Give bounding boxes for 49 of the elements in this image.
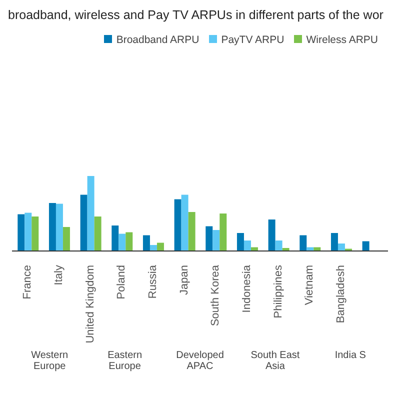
x-tick-label: Japan (178, 265, 190, 295)
text: South East Asia (250, 349, 301, 374)
bar (330, 233, 338, 251)
bar (126, 232, 133, 251)
x-tick-label: Poland (116, 265, 128, 300)
x-tick-label: Indonesia (241, 264, 253, 313)
x-tick-label: United Kingdom (84, 265, 96, 344)
x-tick-label: Italy (53, 264, 65, 286)
bar (112, 226, 119, 251)
bar (94, 216, 102, 251)
bar (174, 199, 182, 251)
bar (181, 194, 188, 251)
bar (206, 226, 213, 251)
bar (80, 194, 88, 251)
bar (362, 241, 370, 251)
bar (244, 240, 251, 251)
bar (118, 234, 126, 251)
bar (24, 212, 32, 251)
chart-title: broadband, wireless and Pay TV ARPUs in different parts of the wor (8, 8, 384, 22)
bar (338, 244, 345, 251)
bar (220, 214, 227, 251)
bar (62, 227, 70, 251)
bar (156, 242, 164, 251)
legend-label: PayTV ARPU (221, 34, 284, 46)
legend-label: Broadband ARPU (116, 34, 200, 46)
bar (188, 212, 196, 251)
x-tick-label: Vietnam (304, 265, 316, 306)
x-tick-label: Bangladesh (335, 265, 347, 324)
bar (268, 220, 276, 251)
bar (300, 235, 307, 251)
text: India S (334, 349, 367, 363)
text: Eastern Europe (106, 349, 144, 374)
bar (150, 245, 157, 251)
legend-label: Wireless ARPU (306, 34, 378, 46)
bar (236, 233, 244, 251)
bar (275, 240, 282, 251)
x-tick-label: Philippines (272, 264, 284, 318)
bar (48, 203, 56, 251)
bar (32, 216, 39, 251)
text: Developed APAC (175, 349, 225, 374)
bar (87, 176, 94, 251)
bar (56, 204, 63, 251)
bar (18, 214, 25, 251)
x-tick-label: South Korea (210, 264, 222, 326)
x-tick-label: France (22, 265, 34, 300)
text: Western Europe (30, 349, 70, 374)
bar (142, 235, 150, 251)
bar (212, 230, 220, 251)
x-tick-label: Russia (147, 264, 159, 299)
